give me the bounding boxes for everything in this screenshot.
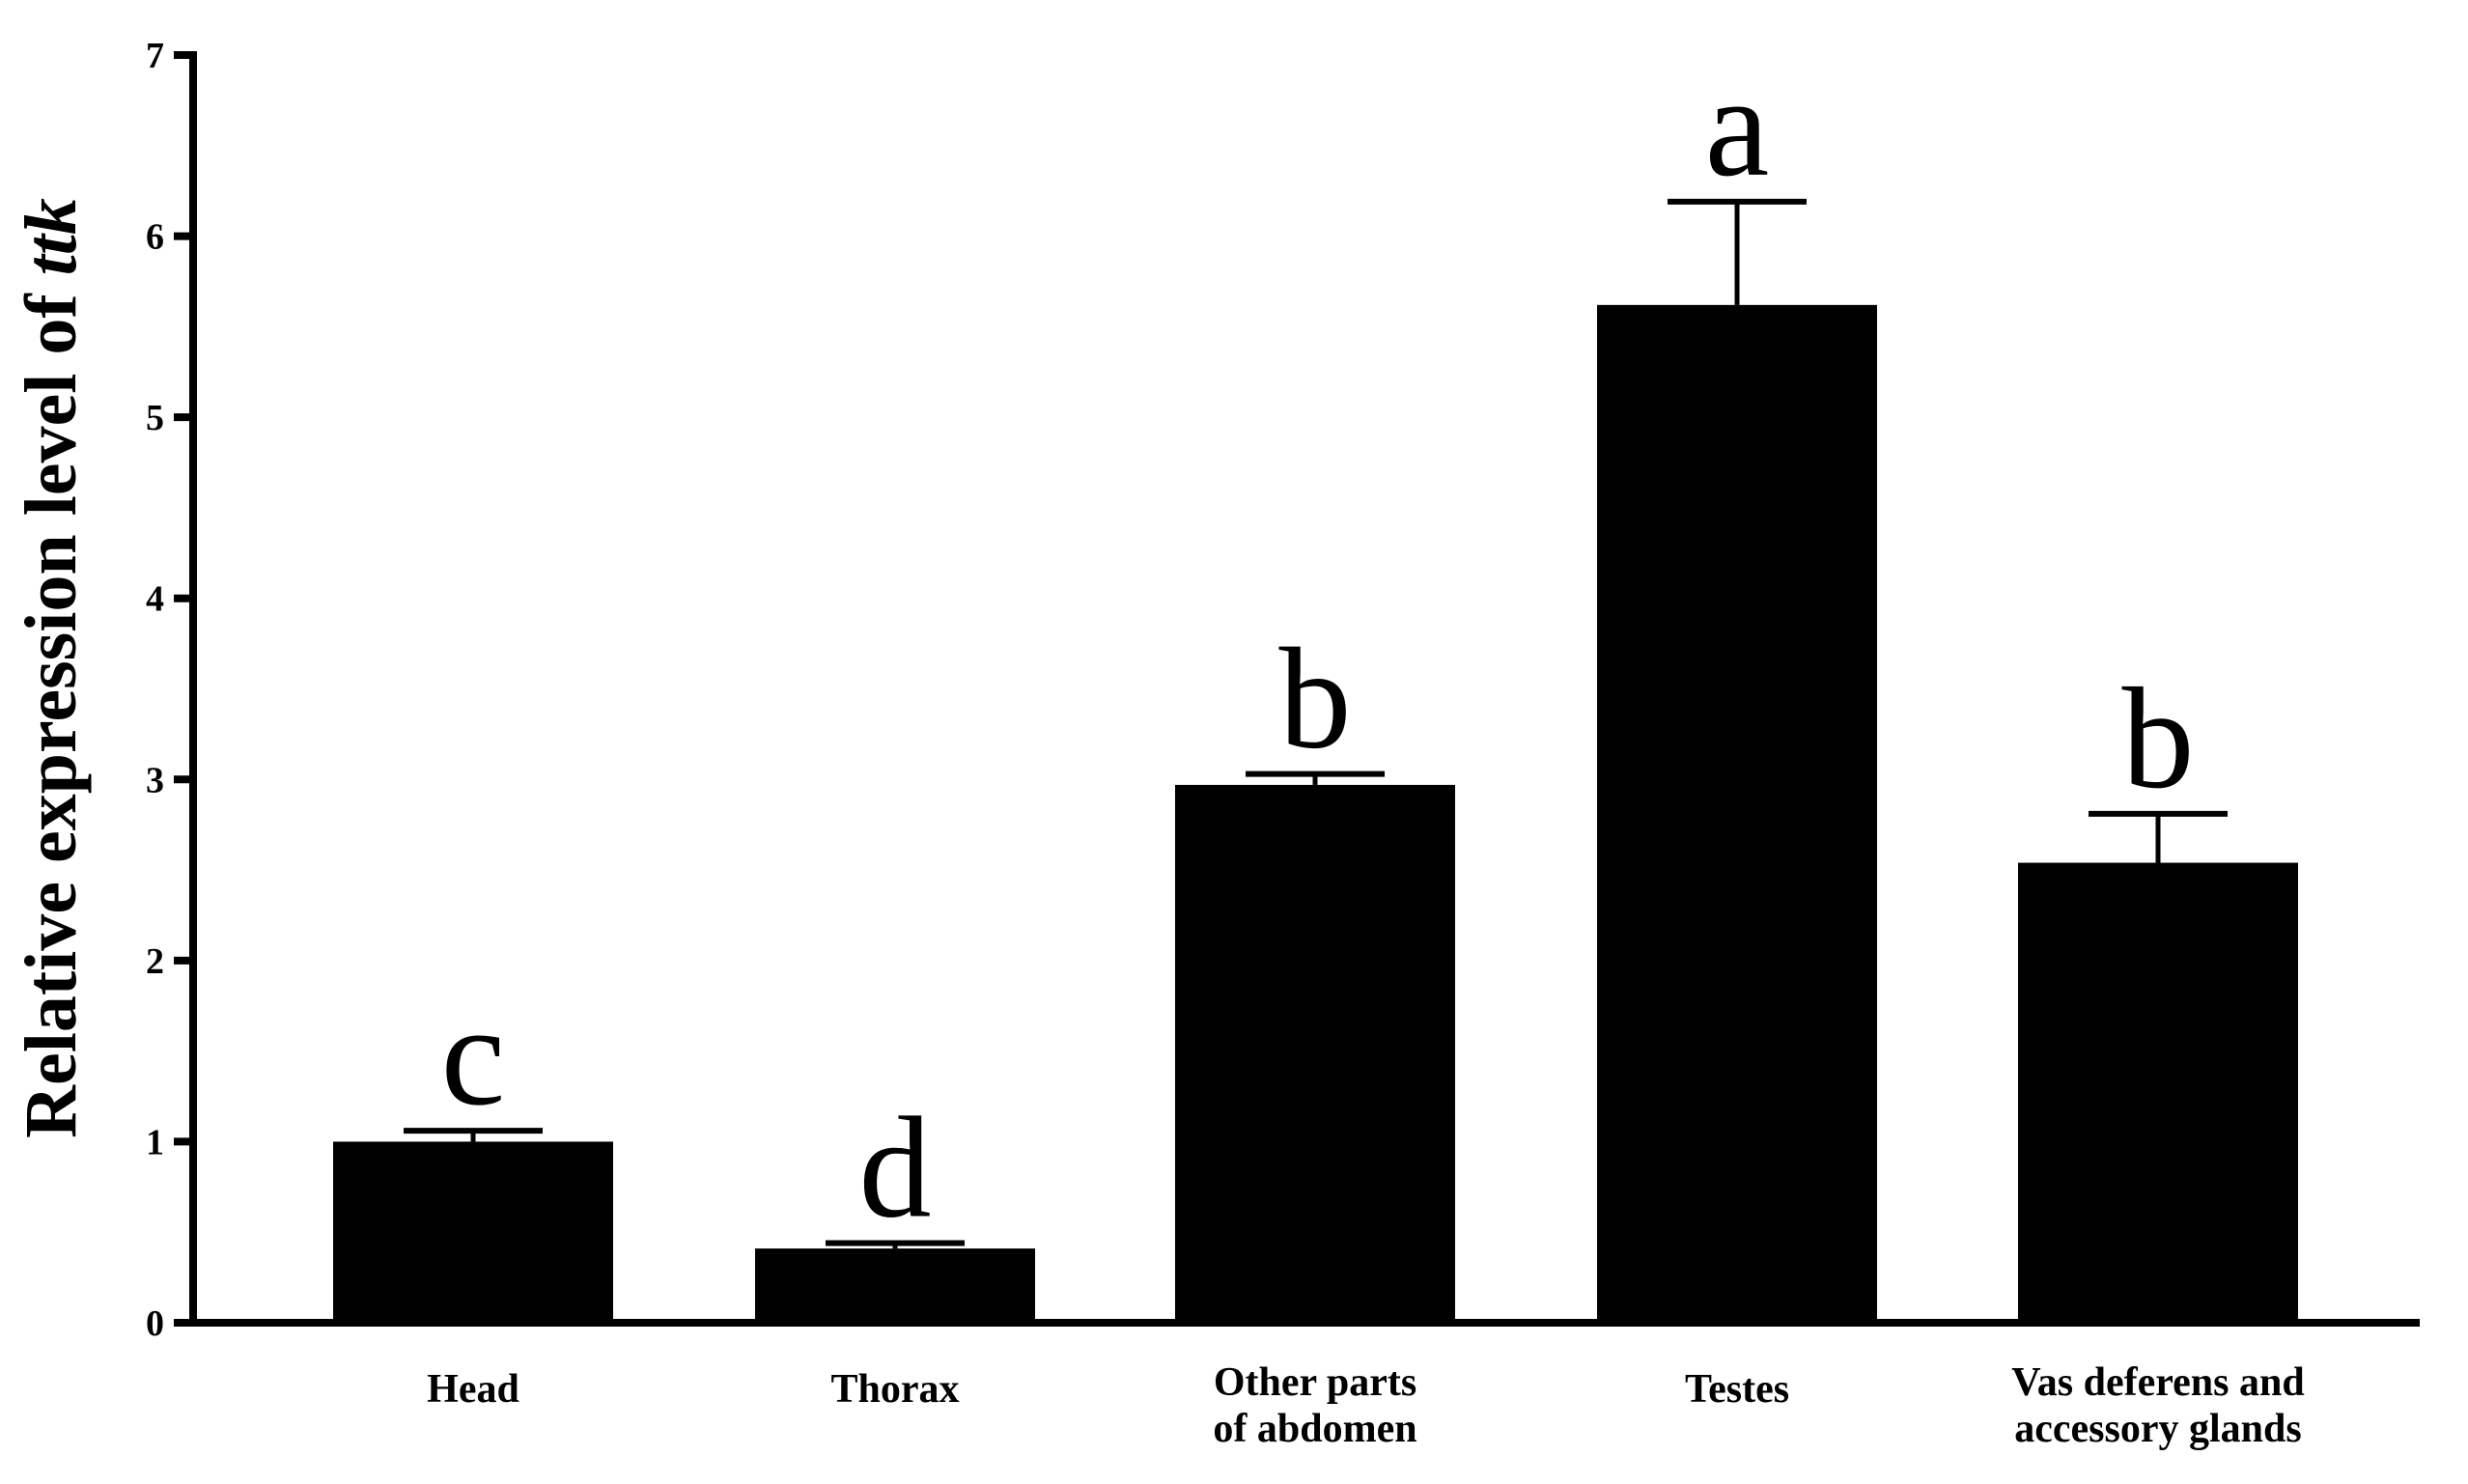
y-tick-label: 3: [146, 760, 164, 800]
significance-letter: b: [1279, 619, 1352, 779]
bars-layer: [333, 304, 2298, 1323]
y-tick-label: 5: [146, 398, 164, 438]
axes-layer: [189, 51, 2420, 1327]
bar: [1597, 304, 1877, 1323]
x-category-label: Head: [427, 1367, 519, 1412]
bar: [333, 1141, 613, 1323]
x-category-label: accessory glands: [2014, 1407, 2302, 1451]
x-category-label: Thorax: [830, 1367, 959, 1412]
y-tick-label: 6: [146, 217, 164, 258]
bar: [2018, 862, 2298, 1323]
bar: [1175, 784, 1455, 1323]
x-category-label: Other parts: [1214, 1360, 1416, 1405]
x-category-label: of abdomen: [1213, 1407, 1416, 1451]
significance-letter: c: [441, 975, 506, 1135]
significance-letters-layer: c d b a b: [441, 46, 2195, 1248]
y-ticks-layer: 0 1 2 3 4 5 6 7: [146, 36, 193, 1344]
significance-letter: b: [2122, 658, 2195, 819]
y-tick-label: 7: [146, 36, 164, 76]
y-tick-label: 1: [146, 1122, 164, 1162]
y-tick-label: 4: [146, 579, 164, 620]
y-axis-title-gene: ttk: [11, 198, 92, 275]
y-tick-label: 0: [146, 1303, 164, 1344]
y-tick-label: 2: [146, 941, 164, 982]
significance-letter: a: [1705, 46, 1770, 207]
error-bars-layer: [404, 198, 2228, 1249]
x-category-label: Vas deferens and: [2011, 1360, 2304, 1405]
x-category-label: Testes: [1685, 1367, 1789, 1412]
significance-letter: d: [859, 1087, 932, 1247]
y-axis-title: Relative expression level of ttk: [11, 198, 92, 1138]
bar: [755, 1248, 1035, 1323]
y-axis-title-prefix: Relative expression level of: [11, 275, 92, 1138]
